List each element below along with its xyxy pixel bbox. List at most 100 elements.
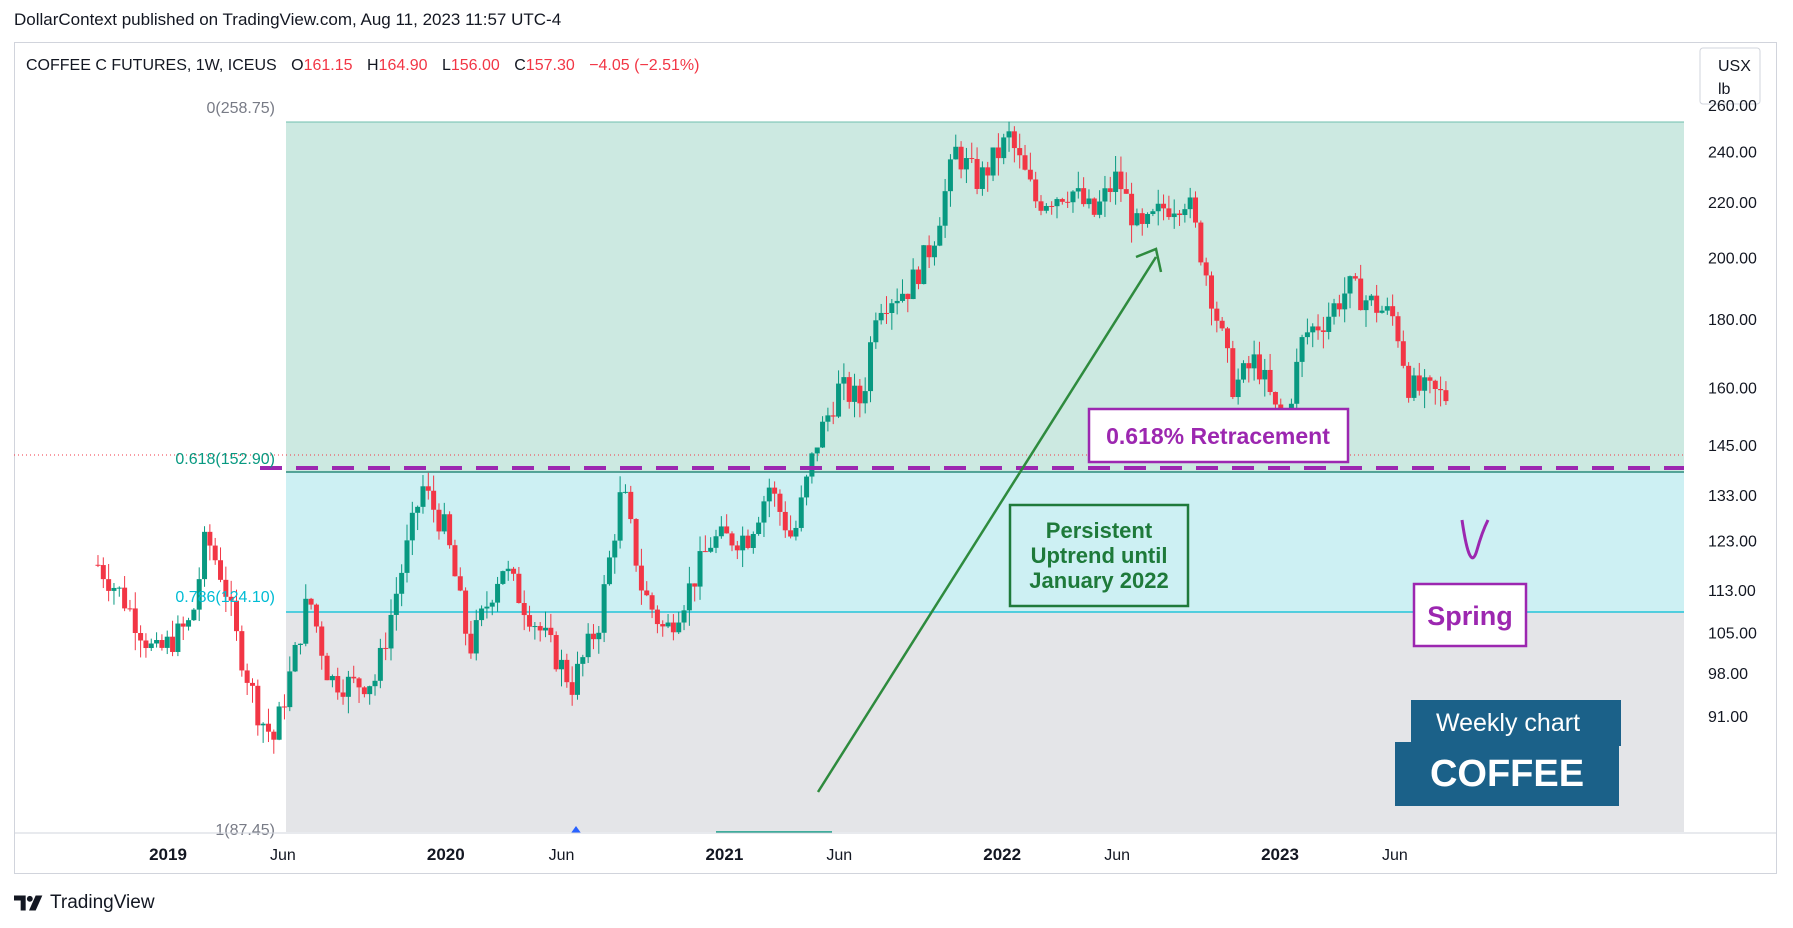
- candle-down: [95, 564, 101, 566]
- candle-up: [852, 385, 858, 402]
- candle-down: [1038, 201, 1044, 211]
- candle-down: [628, 491, 634, 520]
- candle-down: [313, 604, 319, 627]
- candle-up: [372, 680, 378, 687]
- time-tick-label: 2022: [983, 845, 1021, 864]
- candle-down: [425, 486, 431, 491]
- candle-down: [985, 167, 991, 176]
- legend-close: 157.30: [526, 57, 575, 74]
- time-tick-label: 2020: [427, 845, 465, 864]
- candle-up: [1262, 369, 1268, 380]
- candle-up: [1086, 198, 1092, 205]
- candle-down: [644, 590, 650, 596]
- candle-down: [1315, 326, 1321, 331]
- candle-up: [750, 534, 756, 548]
- candle-up: [1235, 379, 1241, 398]
- time-tick-label: Jun: [270, 847, 296, 864]
- candle-up: [202, 531, 208, 580]
- candle-down: [1193, 197, 1199, 223]
- candle-down: [1336, 303, 1342, 310]
- candle-down: [1432, 380, 1438, 390]
- candle-down: [745, 535, 751, 548]
- candle-down: [830, 415, 836, 417]
- candle-down: [170, 636, 176, 652]
- candle-down: [1443, 390, 1449, 402]
- candle-down: [1438, 389, 1444, 391]
- candle-down: [569, 682, 575, 695]
- unit-box[interactable]: [1699, 47, 1761, 105]
- legend-close-label: C: [514, 57, 526, 74]
- ohlc-legend: COFFEE C FUTURES, 1W, ICEUS O161.15 H164…: [26, 57, 699, 74]
- candle-down: [223, 579, 229, 597]
- candle-up: [809, 453, 815, 477]
- candle-up: [505, 568, 511, 572]
- candle-up: [798, 497, 804, 528]
- candle-up: [713, 536, 719, 548]
- chart-frame: [14, 42, 1777, 874]
- candle-up: [116, 587, 122, 589]
- candle-down: [383, 647, 389, 649]
- candle-up: [260, 723, 266, 726]
- candle-down: [883, 312, 889, 314]
- candle-down: [1352, 276, 1358, 279]
- time-axis[interactable]: 2019 Jun 2020 Jun 2021 Jun 2022 Jun 2023 Jun: [149, 845, 1408, 864]
- candle-down: [654, 609, 660, 625]
- candle-up: [596, 632, 602, 640]
- legend-open-label: O: [291, 57, 303, 74]
- time-tick-label: Jun: [1104, 847, 1130, 864]
- legend-open: 161.15: [304, 57, 353, 74]
- candle-up: [1368, 295, 1374, 301]
- candle-up: [1326, 316, 1332, 332]
- legend-change: −4.05 (−2.51%): [589, 57, 699, 74]
- candle-up: [543, 627, 549, 631]
- candle-up: [937, 225, 943, 246]
- svg-text:COFFEE C FUTURES, 1W, ICEUS: COFFEE C FUTURES, 1W, ICEUS O161.15 H164…: [26, 57, 699, 74]
- candle-up: [191, 609, 197, 621]
- price-axis-bg: [1684, 43, 1776, 833]
- candle-down: [1406, 365, 1412, 398]
- spring-label-box: [1412, 582, 1528, 648]
- candle-up: [894, 300, 900, 304]
- candle-up: [899, 293, 905, 301]
- candle-down: [1033, 179, 1039, 202]
- time-tick-label: 2021: [705, 845, 743, 864]
- candle-down: [452, 545, 458, 577]
- candle-down: [1161, 203, 1167, 209]
- candle-up: [154, 640, 160, 644]
- candle-down: [1224, 328, 1230, 349]
- candle-up: [495, 583, 501, 603]
- candle-down: [447, 514, 453, 546]
- candle-up: [686, 583, 692, 611]
- unit-measure: lb: [1718, 81, 1731, 98]
- candle-up: [345, 676, 351, 697]
- candle-down: [633, 519, 639, 566]
- candle-down: [724, 526, 730, 534]
- time-tick-label: 2019: [149, 845, 187, 864]
- tradingview-logo[interactable]: TradingView: [14, 892, 155, 914]
- badge-symbol: COFFEE: [1430, 753, 1584, 795]
- candle-up: [665, 622, 671, 627]
- candle-up: [1187, 197, 1193, 210]
- candle-down: [777, 493, 783, 512]
- price-tick-label: 240.00: [1708, 145, 1757, 162]
- candle-down: [234, 600, 240, 632]
- candle-up: [1006, 131, 1012, 138]
- candle-down: [207, 531, 213, 546]
- price-axis[interactable]: 91.00 98.00 105.00 113.00 123.00 133.00 145.00…: [1708, 98, 1757, 726]
- badge-title: Weekly chart: [1436, 709, 1580, 737]
- candle-up: [489, 602, 495, 607]
- candle-down: [995, 147, 1001, 159]
- candle-down: [457, 576, 463, 591]
- price-tick-label: 200.00: [1708, 251, 1757, 268]
- candle-down: [846, 377, 852, 402]
- candle-down: [361, 687, 367, 695]
- candle-up: [963, 158, 969, 170]
- candle-down: [1320, 330, 1326, 332]
- candle-up: [873, 320, 879, 343]
- candle-down: [324, 655, 330, 681]
- candle-up: [1075, 188, 1081, 192]
- candle-up: [601, 584, 607, 633]
- publisher-header: DollarContext published on TradingView.c…: [14, 10, 562, 29]
- candle-down: [564, 659, 570, 683]
